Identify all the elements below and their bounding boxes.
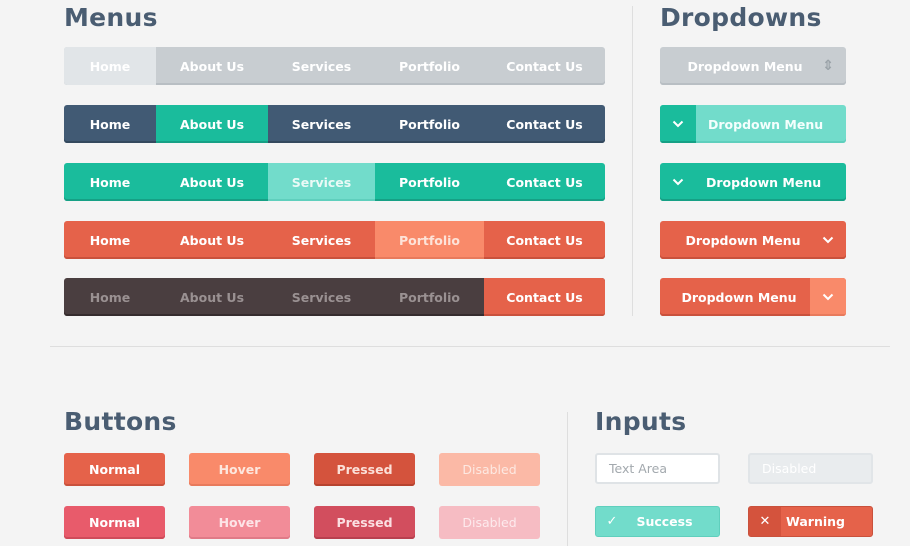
menu-bar-orange: Home About Us Services Portfolio Contact… — [64, 221, 605, 259]
warning-label: Warning — [786, 514, 845, 529]
dropdown-label: Dropdown Menu — [681, 289, 797, 305]
pressed-button-pink[interactable]: Pressed — [314, 506, 415, 539]
buttons-heading: Buttons — [64, 407, 177, 436]
menu-item-contact-us[interactable]: Contact Us — [506, 116, 583, 132]
disabled-input: Disabled — [748, 453, 873, 484]
updown-arrows-icon: ⇕ — [822, 58, 834, 74]
hover-button-orange[interactable]: Hover — [189, 453, 290, 486]
menu-item-portfolio[interactable]: Portfolio — [398, 116, 461, 132]
menu-item-home[interactable]: Home — [89, 232, 131, 248]
menu-item-about-us[interactable]: About Us — [179, 289, 245, 305]
menu-item-portfolio[interactable]: Portfolio — [398, 289, 461, 305]
chevron-down-icon — [810, 221, 846, 259]
menu-bar-teal: Home About Us Services Portfolio Contact… — [64, 163, 605, 201]
menu-item-services[interactable]: Services — [291, 58, 352, 74]
dropdown-orange-split[interactable]: Dropdown Menu — [660, 278, 846, 316]
success-input[interactable]: ✓ Success — [595, 506, 720, 537]
menu-item-portfolio[interactable]: Portfolio — [398, 58, 461, 74]
close-icon: ✕ — [749, 507, 781, 536]
menus-heading: Menus — [64, 3, 158, 32]
menu-item-contact-us[interactable]: Contact Us — [506, 174, 583, 190]
menu-bar-gray: Home About Us Services Portfolio Contact… — [64, 47, 605, 85]
hover-button-pink[interactable]: Hover — [189, 506, 290, 539]
menu-item-about-us[interactable]: About Us — [179, 174, 245, 190]
vertical-divider-bottom — [567, 412, 568, 546]
inputs-heading: Inputs — [595, 407, 687, 436]
menu-item-about-us[interactable]: About Us — [179, 232, 245, 248]
menu-item-services[interactable]: Services — [291, 116, 352, 132]
normal-button-pink[interactable]: Normal — [64, 506, 165, 539]
menu-bar-navy: Home About Us Services Portfolio Contact… — [64, 105, 605, 143]
dropdowns-heading: Dropdowns — [660, 3, 822, 32]
vertical-divider-top — [632, 6, 633, 316]
menu-item-services[interactable]: Services — [291, 289, 352, 305]
text-area-input[interactable]: Text Area — [595, 453, 720, 484]
dropdown-label: Dropdown Menu — [685, 232, 801, 248]
dropdown-label: Dropdown Menu — [687, 58, 803, 74]
dropdown-gray[interactable]: Dropdown Menu ⇕ — [660, 47, 846, 85]
dropdown-orange[interactable]: Dropdown Menu — [660, 221, 846, 259]
pressed-button-orange[interactable]: Pressed — [314, 453, 415, 486]
menu-item-portfolio[interactable]: Portfolio — [398, 174, 461, 190]
menu-item-services[interactable]: Services — [291, 232, 352, 248]
menu-item-home[interactable]: Home — [89, 289, 131, 305]
warning-input[interactable]: ✕ Warning — [748, 506, 873, 537]
chevron-down-icon — [660, 105, 696, 143]
disabled-button-orange: Disabled — [439, 453, 540, 486]
normal-button-orange[interactable]: Normal — [64, 453, 165, 486]
menu-item-home[interactable]: Home — [89, 116, 131, 132]
chevron-down-icon[interactable] — [810, 278, 846, 316]
menu-item-contact-us[interactable]: Contact Us — [506, 232, 583, 248]
menu-item-services[interactable]: Services — [268, 163, 375, 201]
dropdown-label: Dropdown Menu — [706, 174, 822, 190]
menu-bar-dark: Home About Us Services Portfolio Contact… — [64, 278, 605, 316]
horizontal-divider — [50, 346, 890, 347]
check-icon: ✓ — [606, 514, 618, 529]
menu-item-about-us[interactable]: About Us — [156, 105, 268, 143]
chevron-down-icon — [660, 163, 696, 201]
menu-item-contact-us[interactable]: Contact Us — [484, 278, 605, 316]
menu-item-portfolio[interactable]: Portfolio — [375, 221, 484, 259]
menu-item-about-us[interactable]: About Us — [179, 58, 245, 74]
menu-item-home[interactable]: Home — [64, 47, 156, 85]
menu-item-home[interactable]: Home — [89, 174, 131, 190]
menu-item-contact-us[interactable]: Contact Us — [506, 58, 583, 74]
dropdown-teal-light[interactable]: Dropdown Menu — [660, 105, 846, 143]
dropdown-label: Dropdown Menu — [708, 116, 824, 132]
disabled-button-pink: Disabled — [439, 506, 540, 539]
dropdown-teal[interactable]: Dropdown Menu — [660, 163, 846, 201]
success-label: Success — [636, 514, 693, 529]
